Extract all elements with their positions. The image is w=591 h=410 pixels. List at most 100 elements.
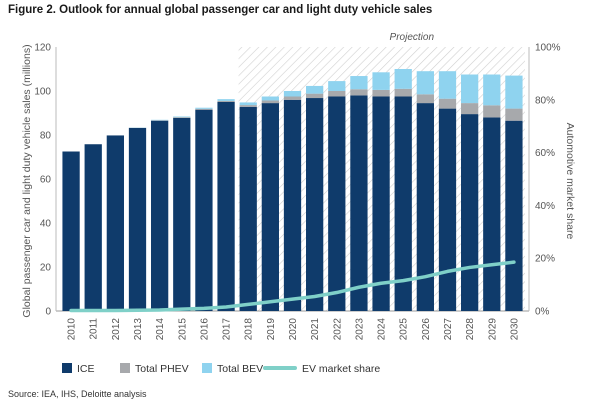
bar-phev-2020: [283, 96, 302, 100]
legend-swatch-phev: [120, 363, 130, 373]
bar-phev-2018: [239, 105, 257, 107]
bar-ice-2013: [128, 127, 147, 312]
x-tick-label: 2017: [222, 318, 233, 341]
bar-bev-2028: [461, 74, 479, 104]
x-tick-label: 2028: [465, 318, 476, 341]
bar-bev-2026: [416, 71, 434, 95]
y-tick-label: 60: [40, 175, 52, 186]
bar-bev-2020: [283, 91, 302, 97]
bar-phev-2027: [438, 98, 457, 109]
x-tick-label: 2010: [67, 318, 78, 341]
bar-ice-2029: [483, 117, 501, 312]
bar-ice-2021: [306, 98, 324, 311]
x-tick-label: 2027: [443, 318, 454, 341]
x-tick-label: 2016: [199, 318, 210, 341]
legend-label-bev: Total BEV: [217, 363, 263, 375]
bar-ice-2023: [350, 95, 368, 312]
y-tick-label: 40: [40, 219, 52, 230]
y-tick-label: 120: [34, 43, 51, 54]
x-tick-label: 2030: [509, 318, 520, 341]
bar-bev-2019: [261, 96, 279, 101]
bar-bev-2016: [195, 107, 213, 109]
bar-bev-2021: [306, 85, 324, 94]
bar-ice-2019: [261, 103, 279, 311]
bar-phev-2026: [416, 94, 434, 104]
bar-ice-2028: [461, 114, 479, 311]
bar-ice-2027: [438, 108, 457, 311]
y2-tick-label: 40%: [535, 201, 555, 212]
y2-tick-label: 20%: [535, 254, 555, 265]
bar-phev-2015: [173, 117, 191, 118]
bar-ice-2016: [195, 109, 213, 311]
bar-phev-2019: [261, 100, 279, 104]
x-tick-label: 2011: [89, 318, 100, 340]
y2-tick-label: 60%: [535, 148, 555, 159]
bar-phev-2025: [394, 88, 412, 97]
bar-bev-2017: [217, 99, 235, 101]
y2-tick-label: 0%: [535, 307, 550, 318]
x-tick-label: 2022: [332, 318, 343, 341]
bar-ice-2026: [416, 103, 434, 311]
projection-annotation: Projection: [390, 32, 435, 43]
bar-bev-2023: [350, 76, 368, 90]
bar-ice-2022: [328, 96, 346, 311]
bar-ice-2011: [84, 144, 102, 311]
y-tick-label: 20: [40, 263, 52, 274]
bar-bev-2027: [438, 71, 457, 99]
bar-bev-2025: [394, 69, 412, 89]
legend-swatch-ice: [62, 363, 72, 373]
legend-label-ice: ICE: [77, 363, 95, 375]
bar-phev-2024: [372, 89, 390, 97]
bar-phev-2028: [461, 103, 479, 115]
bar-bev-2018: [239, 102, 257, 106]
x-tick-label: 2013: [133, 318, 144, 341]
bar-phev-2023: [350, 89, 368, 96]
legend-label-ev-share: EV market share: [302, 363, 380, 375]
x-tick-label: 2029: [487, 318, 498, 341]
x-tick-label: 2014: [155, 318, 166, 341]
x-tick-label: 2023: [354, 318, 365, 341]
bar-ice-2030: [505, 120, 523, 311]
bar-ice-2018: [239, 106, 257, 311]
bar-ice-2012: [106, 135, 124, 311]
bar-ice-2025: [394, 96, 412, 311]
figure-title: Figure 2. Outlook for annual global pass…: [8, 4, 433, 16]
x-tick-label: 2015: [177, 318, 188, 341]
x-tick-label: 2012: [111, 318, 122, 341]
bar-ice-2014: [151, 120, 169, 311]
y-tick-label: 80: [40, 131, 52, 142]
source-note: Source: IEA, IHS, Deloitte analysis: [8, 389, 147, 399]
bar-bev-2015: [173, 116, 191, 118]
y2-tick-label: 100%: [535, 43, 561, 54]
y-axis-title: Global passenger car and light duty vehi…: [21, 44, 33, 317]
y2-axis-title: Automotive market share: [564, 123, 576, 240]
bar-bev-2022: [328, 81, 346, 91]
x-tick-label: 2025: [399, 318, 410, 341]
y-tick-label: 100: [34, 87, 51, 98]
bar-phev-2022: [328, 91, 346, 97]
x-tick-label: 2019: [266, 318, 277, 341]
bar-bev-2030: [505, 75, 523, 109]
bar-phev-2029: [483, 105, 501, 118]
bar-ice-2015: [173, 117, 191, 311]
x-tick-label: 2026: [421, 318, 432, 341]
bar-phev-2017: [217, 100, 235, 102]
x-tick-label: 2024: [377, 318, 388, 341]
bar-ice-2020: [283, 99, 302, 311]
x-tick-label: 2021: [310, 318, 321, 341]
x-tick-label: 2020: [288, 318, 299, 341]
legend: ICE Total PHEV Total BEV EV market share: [62, 363, 380, 375]
bar-bev-2029: [483, 74, 501, 106]
legend-swatch-bev: [202, 363, 212, 373]
bar-phev-2030: [505, 108, 523, 121]
y-tick-label: 0: [45, 307, 51, 318]
bar-ice-2017: [217, 102, 235, 311]
legend-label-phev: Total PHEV: [135, 363, 189, 375]
bar-phev-2016: [195, 108, 213, 110]
y2-tick-label: 80%: [535, 95, 555, 106]
bar-ice-2010: [62, 151, 80, 311]
bar-ice-2024: [372, 96, 390, 311]
x-tick-label: 2018: [244, 318, 255, 341]
